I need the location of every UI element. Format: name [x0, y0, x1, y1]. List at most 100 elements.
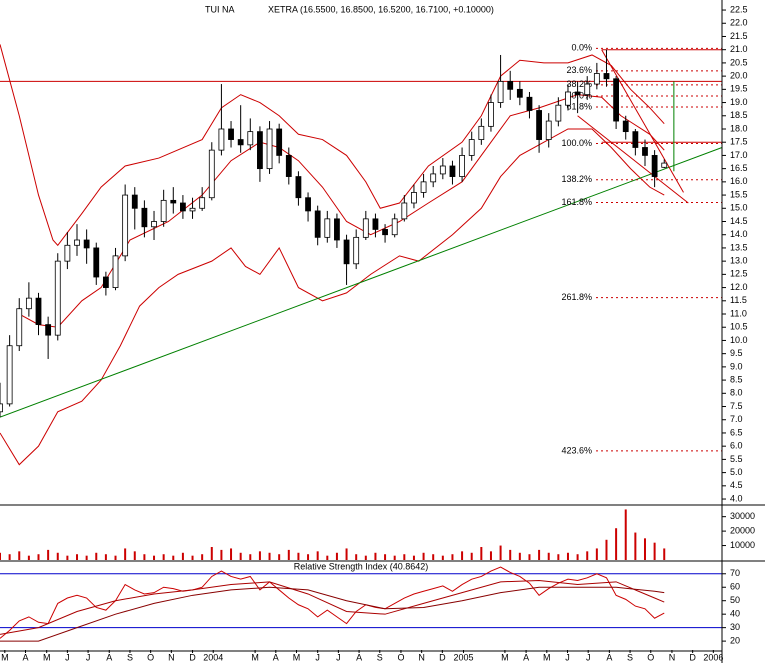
volume-bar: [95, 552, 98, 560]
candle-body: [102, 276, 109, 288]
volume-bar: [364, 555, 367, 560]
candle-body: [141, 207, 148, 228]
y-tick-label: 12.5: [730, 269, 748, 279]
volume-bar: [653, 542, 656, 560]
candle-body: [189, 207, 196, 212]
volume-bar: [576, 554, 579, 560]
volume-bar: [528, 554, 531, 560]
x-tick-label: S: [627, 652, 633, 662]
candle-body: [478, 125, 485, 140]
y-tick-label: 13.5: [730, 242, 748, 252]
rsi-line: [0, 586, 665, 642]
candle-body: [420, 181, 427, 193]
x-tick-label: J: [565, 652, 570, 662]
y-tick-label: 11.0: [730, 308, 747, 318]
x-tick-label: A: [356, 652, 362, 662]
candle-body: [603, 73, 610, 80]
volume-bar: [162, 554, 165, 560]
y-tick-label: 22.0: [730, 18, 748, 28]
volume-bar: [268, 552, 271, 560]
volume-bar: [18, 551, 21, 560]
candle-body: [276, 128, 283, 156]
overlays: 0.0% 23.6% 38.2%50.0%61.8% 100.0% 138.2% 161.…: [0, 43, 723, 629]
candle-body: [74, 239, 80, 246]
x-tick-label: A: [606, 652, 612, 662]
y-tick-label: 14.0: [730, 229, 748, 239]
volume-bar: [461, 551, 464, 560]
volume-bar: [355, 554, 358, 560]
fib-label: 100.0%: [561, 138, 592, 148]
candle-body: [25, 297, 32, 310]
candle-body: [324, 218, 331, 238]
volume-bar: [326, 555, 329, 560]
y-tick-label: 9.5: [730, 348, 743, 358]
volume-bar: [230, 548, 233, 560]
y-tick-label: 50: [730, 595, 740, 605]
candle-body: [112, 255, 119, 288]
volume-bar: [393, 555, 396, 560]
y-tick-label: 5.5: [730, 454, 743, 464]
y-tick-label: 70: [730, 568, 740, 578]
volume-bar: [143, 554, 146, 560]
y-tick-label: 18.0: [730, 123, 748, 133]
volume-bar: [374, 552, 377, 560]
chart-title: TUI NA: [205, 4, 235, 14]
y-tick-label: 15.0: [730, 203, 748, 213]
x-tick-label: D: [689, 652, 696, 662]
x-tick-label: M: [251, 652, 259, 662]
x-tick-label: M: [543, 652, 551, 662]
y-tick-label: 20000: [730, 525, 755, 535]
candle-body: [0, 403, 3, 413]
x-tick-label: S: [377, 652, 383, 662]
volume-bar: [422, 552, 425, 560]
volume-bar: [0, 552, 1, 560]
fib-label: 0.0%: [571, 43, 592, 53]
y-tick-label: 10000: [730, 540, 755, 550]
x-tick-label: J: [586, 652, 591, 662]
volume-bar: [191, 555, 194, 560]
y-tick-label: 16.0: [730, 176, 748, 186]
candle-body: [439, 165, 446, 175]
volume-bar: [403, 554, 406, 560]
candle-body: [632, 131, 639, 148]
volume-bar: [133, 551, 136, 560]
y-tick-label: 10.5: [730, 322, 748, 332]
candle-body: [507, 81, 514, 90]
volume-bar: [480, 547, 483, 560]
candle-body: [35, 297, 42, 325]
candle-body: [64, 244, 71, 262]
volume-bar: [249, 554, 252, 560]
candle-body: [584, 83, 591, 96]
candle-body: [536, 110, 542, 140]
x-tick-label: O: [397, 652, 404, 662]
candle-body: [93, 247, 100, 278]
y-tick-label: 21.5: [730, 31, 748, 41]
x-tick-label: N: [168, 652, 175, 662]
candle-body: [295, 176, 302, 199]
trend-line: [0, 147, 723, 418]
volume-bar: [538, 549, 541, 560]
volume-bar: [47, 549, 50, 560]
x-tick-label: D: [439, 652, 446, 662]
volume-bar: [441, 555, 444, 560]
candle-body: [574, 91, 581, 96]
candle-body: [257, 131, 263, 170]
y-tick-label: 19.0: [730, 97, 748, 107]
y-tick-label: 18.5: [730, 110, 748, 120]
x-tick-label: M: [1, 652, 9, 662]
x-tick-label: J: [65, 652, 70, 662]
y-tick-label: 6.5: [730, 427, 743, 437]
trend-line: [577, 115, 689, 204]
candle-body: [382, 229, 388, 236]
candle-body: [401, 202, 408, 220]
volume-bar: [499, 545, 502, 560]
volume-bar: [605, 539, 608, 560]
y-tick-label: 11.5: [730, 295, 747, 305]
x-tick-label: M: [501, 652, 509, 662]
y-tick-label: 21.0: [730, 44, 748, 54]
candle-body: [362, 218, 369, 238]
fib-label: 61.8%: [566, 101, 592, 111]
x-tick-label: J: [336, 652, 341, 662]
x-tick-label: O: [647, 652, 654, 662]
candle-body: [468, 139, 475, 156]
